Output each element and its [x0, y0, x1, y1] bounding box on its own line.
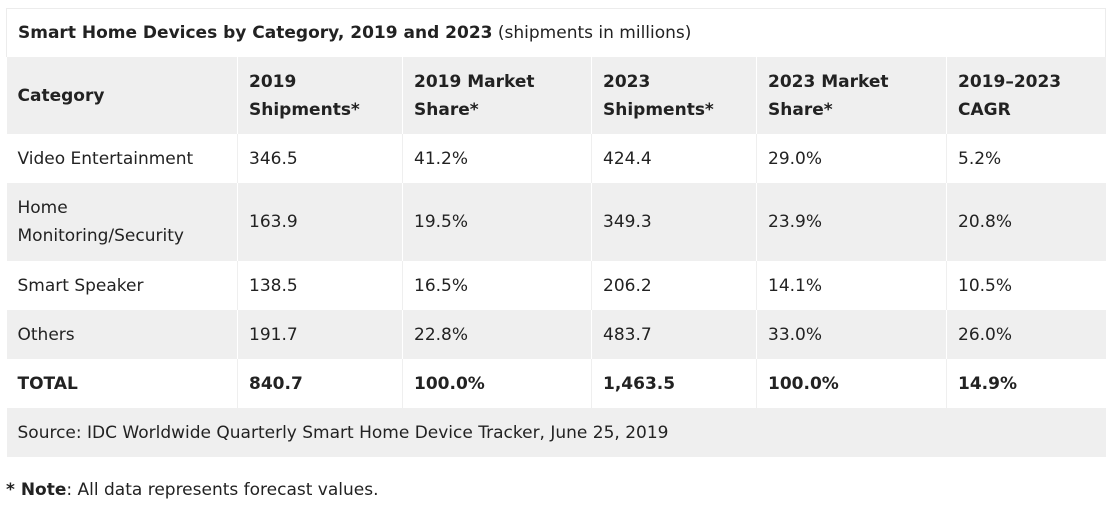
smart-home-devices-table: Smart Home Devices by Category, 2019 and… [5, 8, 1107, 457]
cell-2023-shipments: 349.3 [591, 183, 757, 261]
cell-category: Video Entertainment [6, 134, 238, 183]
cell-2019-market-share: 41.2% [402, 134, 592, 183]
table-caption: Smart Home Devices by Category, 2019 and… [5, 8, 1107, 57]
cell-2019-shipments: 840.7 [237, 359, 403, 408]
table-total-row: TOTAL 840.7 100.0% 1,463.5 100.0% 14.9% [6, 359, 1106, 408]
header-2019-market-share: 2019 Market Share* [402, 57, 592, 134]
cell-cagr: 20.8% [946, 183, 1106, 261]
data-table-container: Smart Home Devices by Category, 2019 and… [5, 8, 1107, 457]
cell-2019-shipments: 346.5 [237, 134, 403, 183]
cell-2019-market-share: 19.5% [402, 183, 592, 261]
cell-2019-market-share: 100.0% [402, 359, 592, 408]
cell-category: Smart Speaker [6, 261, 238, 310]
cell-2019-market-share: 16.5% [402, 261, 592, 310]
caption-subtitle: (shipments in millions) [497, 23, 692, 43]
table-row: Home Monitoring/Security 163.9 19.5% 349.… [6, 183, 1106, 261]
cell-category: Others [6, 310, 238, 359]
cell-2023-market-share: 23.9% [756, 183, 947, 261]
footnote-star: * [6, 480, 21, 500]
cell-cagr: 14.9% [946, 359, 1106, 408]
source-text: Source: IDC Worldwide Quarterly Smart Ho… [6, 408, 1106, 457]
cell-2023-market-share: 29.0% [756, 134, 947, 183]
cell-2019-shipments: 163.9 [237, 183, 403, 261]
cell-category: TOTAL [6, 359, 238, 408]
cell-2019-shipments: 138.5 [237, 261, 403, 310]
header-2019-shipments: 2019 Shipments* [237, 57, 403, 134]
table-caption-row: Smart Home Devices by Category, 2019 and… [5, 8, 1107, 57]
table-row: Smart Speaker 138.5 16.5% 206.2 14.1% 10… [6, 261, 1106, 310]
cell-2023-market-share: 33.0% [756, 310, 947, 359]
table-row: Video Entertainment 346.5 41.2% 424.4 29… [6, 134, 1106, 183]
footnote-label: Note [20, 480, 67, 500]
table-header-row: Category 2019 Shipments* 2019 Market Share… [6, 57, 1106, 134]
footnote: * Note: All data represents forecast val… [6, 477, 379, 503]
cell-2019-shipments: 191.7 [237, 310, 403, 359]
cell-2019-market-share: 22.8% [402, 310, 592, 359]
header-cagr: 2019–2023 CAGR [946, 57, 1106, 134]
table-source-row: Source: IDC Worldwide Quarterly Smart Ho… [6, 408, 1106, 457]
header-category: Category [6, 57, 238, 134]
footnote-text: : All data represents forecast values. [66, 480, 379, 500]
cell-2023-shipments: 424.4 [591, 134, 757, 183]
cell-2023-market-share: 14.1% [756, 261, 947, 310]
caption-title: Smart Home Devices by Category, 2019 and… [18, 23, 493, 43]
table-row: Others 191.7 22.8% 483.7 33.0% 26.0% [6, 310, 1106, 359]
cell-category: Home Monitoring/Security [6, 183, 238, 261]
cell-cagr: 5.2% [946, 134, 1106, 183]
cell-2023-shipments: 483.7 [591, 310, 757, 359]
cell-2023-shipments: 206.2 [591, 261, 757, 310]
cell-2023-market-share: 100.0% [756, 359, 947, 408]
header-2023-market-share: 2023 Market Share* [756, 57, 947, 134]
cell-2023-shipments: 1,463.5 [591, 359, 757, 408]
cell-cagr: 26.0% [946, 310, 1106, 359]
header-2023-shipments: 2023 Shipments* [591, 57, 757, 134]
cell-cagr: 10.5% [946, 261, 1106, 310]
